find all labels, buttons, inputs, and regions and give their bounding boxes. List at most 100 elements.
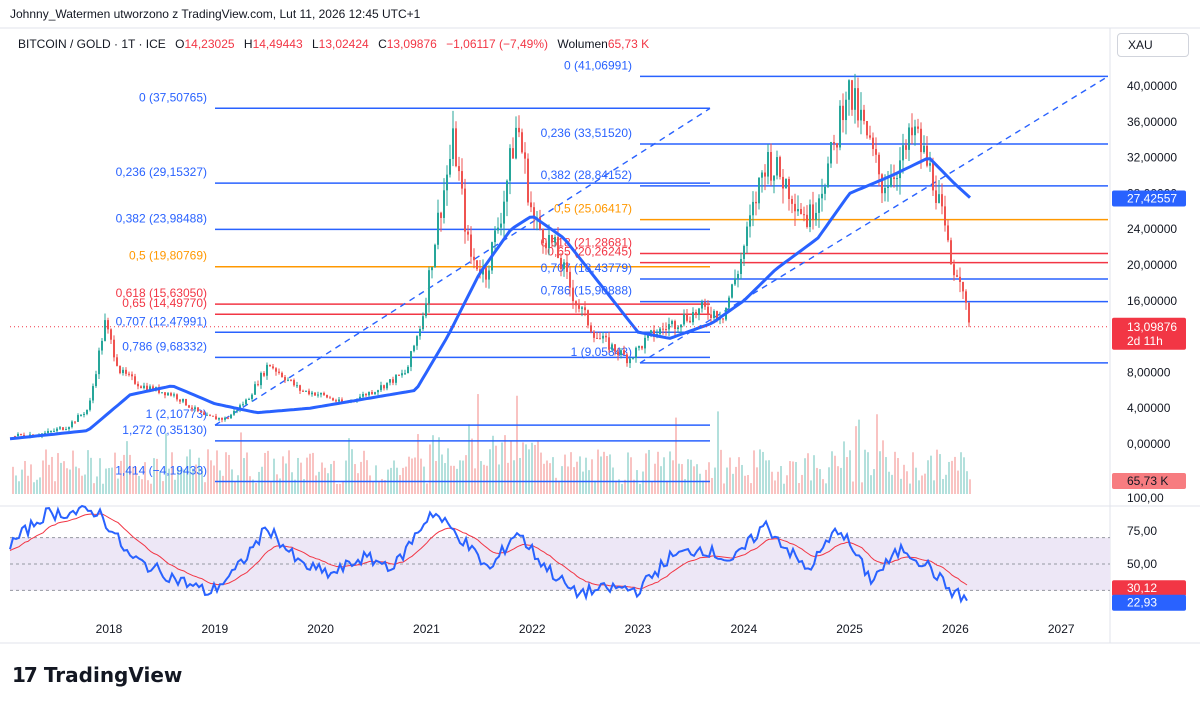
tradingview-logo[interactable]: 17 TradingView (12, 663, 182, 687)
rsi-axis-tick-label: 100,00 (1127, 491, 1164, 505)
candle-body (227, 417, 229, 419)
volume-bar (846, 457, 848, 494)
volume-bar (438, 437, 440, 494)
candle-body (362, 394, 364, 397)
symbol-name[interactable]: BITCOIN / GOLD · 1T · ICE (18, 37, 166, 51)
volume-bar (873, 469, 875, 494)
candle-body (101, 340, 103, 351)
volume-bar (276, 474, 278, 494)
candle-body (785, 178, 787, 189)
volume-bar (348, 438, 350, 494)
volume-bar (645, 453, 647, 494)
candle-body (632, 357, 634, 359)
volume-bar (234, 481, 236, 494)
candle-body (44, 432, 46, 434)
volume-bar (411, 458, 413, 494)
volume-bar (792, 461, 794, 494)
candle-body (14, 435, 16, 437)
volume-bar (372, 482, 374, 494)
candle-body (170, 393, 172, 396)
volume-bar (927, 460, 929, 494)
candle-body (926, 145, 928, 166)
candle-body (248, 398, 250, 400)
candle-body (290, 379, 292, 381)
candle-body (551, 235, 553, 243)
candle-body (326, 394, 328, 398)
candle-body (365, 394, 367, 396)
volume-bar (12, 466, 14, 494)
volume-bar (168, 468, 170, 494)
candle-body (611, 344, 613, 350)
candle-body (641, 346, 643, 349)
candle-body (392, 379, 394, 383)
volume-bar (762, 451, 764, 494)
candle-body (866, 121, 868, 136)
candle-body (701, 302, 703, 309)
candle-body (674, 321, 676, 329)
candle-body (281, 372, 283, 377)
candle-body (920, 128, 922, 153)
candle-body (923, 145, 925, 153)
candle-body (707, 306, 709, 315)
candle-body (221, 417, 223, 420)
volume-bar (171, 452, 173, 494)
volume-bar (954, 456, 956, 494)
high-value: 14,49443 (252, 37, 303, 51)
volume-bar (576, 461, 578, 494)
x-axis-tick-label: 2025 (836, 622, 863, 636)
volume-bar (297, 457, 299, 494)
candle-body (80, 414, 82, 416)
candle-body (947, 225, 949, 241)
rsi-pane (9, 504, 1110, 604)
candle-body (443, 190, 445, 218)
fibonacci-retracements[interactable]: 0 (37,50765) 0,236 (29,15327) 0,382 (23,98… (115, 58, 1108, 483)
candle-body (761, 172, 763, 178)
volume-bar (180, 467, 182, 494)
volume-bar (537, 441, 539, 494)
fib-level-label: 0,236 (33,51520) (541, 126, 632, 140)
candle-body (776, 157, 778, 176)
candle-body (890, 177, 892, 187)
candle-body (428, 270, 430, 304)
candle-body (887, 186, 889, 188)
volume-bar (753, 450, 755, 494)
volume-bar (384, 480, 386, 494)
candle-body (662, 328, 664, 330)
candle-body (764, 172, 766, 177)
trend-lines[interactable] (214, 75, 1109, 426)
volume-bar (783, 483, 785, 494)
candle-body (929, 163, 931, 166)
volume-bar (63, 461, 65, 494)
volume-bar (201, 468, 203, 494)
volume-bar (342, 480, 344, 494)
volume-bar (585, 457, 587, 494)
volume-bar (807, 453, 809, 494)
candle-body (566, 262, 568, 272)
candle-body (338, 399, 340, 402)
candle-body (959, 276, 961, 282)
candle-body (545, 243, 547, 249)
candle-body (17, 433, 19, 437)
candle-body (476, 260, 478, 270)
ma-value-badge: 27,42557 (1127, 192, 1177, 206)
currency-button[interactable]: XAU (1117, 33, 1189, 57)
candle-body (758, 177, 760, 204)
candle-body (548, 235, 550, 249)
volume-bar (48, 464, 50, 494)
volume-bar (378, 480, 380, 494)
volume-bar (642, 471, 644, 494)
candle-body (494, 230, 496, 243)
candle-body (905, 145, 907, 150)
candle-body (671, 321, 673, 325)
volume-bar (930, 455, 932, 494)
candle-body (473, 256, 475, 261)
volume-bar (300, 462, 302, 494)
volume-bar (45, 449, 47, 494)
volume-bar (597, 449, 599, 494)
volume-bar (882, 440, 884, 494)
candle-body (110, 329, 112, 340)
volume-bar (156, 458, 158, 494)
volume-bar (684, 479, 686, 494)
x-axis-tick-label: 2020 (307, 622, 334, 636)
